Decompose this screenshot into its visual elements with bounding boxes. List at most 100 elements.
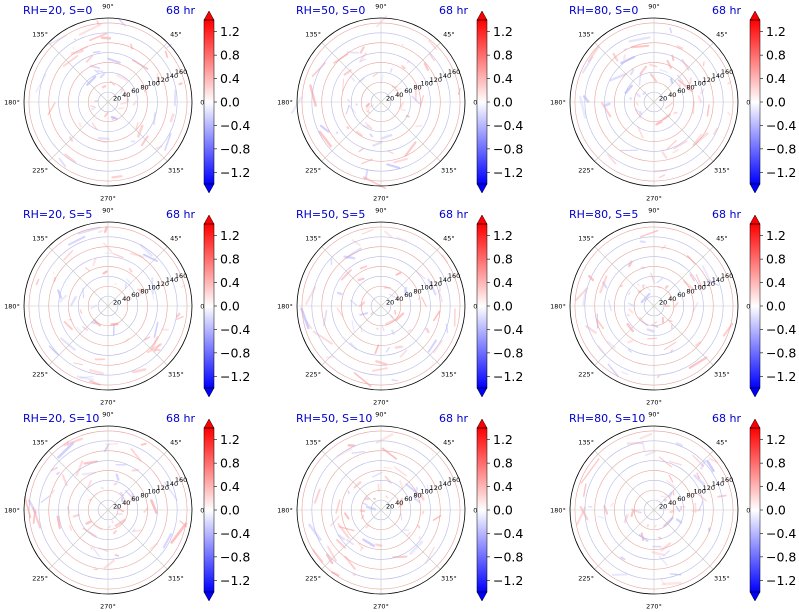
time-label: 68 hr xyxy=(166,412,195,425)
radial-tick-label: 100 xyxy=(693,284,705,292)
panel-title: RH=80, S=5 xyxy=(569,208,638,221)
angular-gridline xyxy=(107,509,168,570)
colorbar-extend-min xyxy=(749,591,761,602)
colorbar-tick-label: 0.8 xyxy=(220,252,240,267)
radial-tick-label: 20 xyxy=(113,95,121,103)
colorbar-tick-label: −0.4 xyxy=(766,526,796,541)
angular-gridline xyxy=(594,101,655,162)
colorbar-extend-max xyxy=(476,214,488,225)
angle-tick-label: 270° xyxy=(373,603,389,611)
colorbar-tick-label: 1.2 xyxy=(220,432,240,447)
colorbar-tick-label: −0.8 xyxy=(493,549,523,564)
radial-tick-label: 140 xyxy=(439,480,451,488)
angle-tick-label: 270° xyxy=(646,195,662,203)
angle-tick-label: 135° xyxy=(305,31,321,39)
colorbar-tick-label: 0.0 xyxy=(220,503,240,518)
colorbar-tick-label: −1.2 xyxy=(766,369,796,384)
time-label: 68 hr xyxy=(439,412,468,425)
colorbar-tick-label: −0.8 xyxy=(493,141,523,156)
angular-gridline xyxy=(653,509,714,570)
radial-tick-label: 100 xyxy=(420,488,432,496)
angular-gridline xyxy=(653,305,714,366)
radial-tick-label: 60 xyxy=(404,495,412,503)
angular-gridline xyxy=(380,509,441,570)
radial-tick-label: 80 xyxy=(140,83,148,91)
colorbar: 1.2 0.8 0.4 0.0 −0.4 −0.8 −1.2 xyxy=(476,214,523,398)
angle-tick-label: 225° xyxy=(32,166,48,174)
polar-frame xyxy=(569,221,739,391)
polar-panel: 90°135°180°225°270°315°0°45°204060801001… xyxy=(550,3,754,203)
colorbar-tick-label: 0.8 xyxy=(493,252,513,267)
colorbar-extend-min xyxy=(203,183,215,194)
colorbar-extend-min xyxy=(476,591,488,602)
radial-tick-label: 140 xyxy=(712,276,724,284)
colorbar-tick-label: −0.4 xyxy=(766,322,796,337)
colorbar-tick-label: −1.2 xyxy=(493,165,523,180)
colorbar-extend-max xyxy=(203,418,215,429)
angle-tick-label: 135° xyxy=(578,235,594,243)
angle-tick-label: 315° xyxy=(441,166,457,174)
colorbar-body xyxy=(477,428,487,592)
colorbar-tick-label: 0.0 xyxy=(493,299,513,314)
colorbar-tick-label: 0.0 xyxy=(220,95,240,110)
radial-tick-label: 20 xyxy=(386,95,394,103)
angular-gridline xyxy=(48,450,109,511)
polar-frame xyxy=(569,425,739,595)
colorbar-tick-label: 1.2 xyxy=(493,432,513,447)
radial-tick-label: 60 xyxy=(131,495,139,503)
angle-tick-label: 225° xyxy=(578,166,594,174)
angular-gridline xyxy=(380,101,441,162)
angular-gridline xyxy=(380,450,441,511)
angle-tick-label: 45° xyxy=(443,235,455,243)
angle-tick-label: 270° xyxy=(100,195,116,203)
colorbar-tick-label: 1.2 xyxy=(493,228,513,243)
colorbar-body xyxy=(204,224,214,388)
radial-tick-label: 60 xyxy=(404,87,412,95)
angle-tick-label: 180° xyxy=(550,99,566,107)
angular-gridline xyxy=(321,450,382,511)
radial-tick-label: 80 xyxy=(413,491,421,499)
angular-gridline xyxy=(594,42,655,103)
angle-tick-label: 225° xyxy=(578,574,594,582)
radial-tick-label: 160 xyxy=(721,68,733,76)
angular-gridline xyxy=(48,101,109,162)
radial-tick-label: 140 xyxy=(166,276,178,284)
radial-tick-label: 60 xyxy=(677,495,685,503)
polar-frame xyxy=(569,17,739,187)
colorbar-tick-label: −0.4 xyxy=(220,322,250,337)
radial-tick-label: 20 xyxy=(113,503,121,511)
time-label: 68 hr xyxy=(439,208,468,221)
colorbar-tick-label: 0.0 xyxy=(220,299,240,314)
angle-tick-label: 180° xyxy=(277,99,293,107)
angle-tick-label: 180° xyxy=(4,507,20,515)
radial-tick-label: 100 xyxy=(420,80,432,88)
colorbar-tick-label: 1.2 xyxy=(220,24,240,39)
angle-tick-label: 315° xyxy=(441,370,457,378)
angle-tick-label: 270° xyxy=(373,195,389,203)
colorbar-tick-label: −1.2 xyxy=(766,165,796,180)
angle-tick-label: 270° xyxy=(373,399,389,407)
colorbar-extend-max xyxy=(749,418,761,429)
panel-title: RH=80, S=0 xyxy=(569,4,638,17)
angular-gridline xyxy=(321,101,382,162)
colorbar: 1.2 0.8 0.4 0.0 −0.4 −0.8 −1.2 xyxy=(203,418,250,602)
angle-tick-label: 315° xyxy=(168,574,184,582)
time-label: 68 hr xyxy=(166,4,195,17)
colorbar: 1.2 0.8 0.4 0.0 −0.4 −0.8 −1.2 xyxy=(203,10,250,194)
polar-frame xyxy=(296,17,466,187)
angle-tick-label: 45° xyxy=(716,235,728,243)
polar-panel: 90°135°180°225°270°315°0°45°204060801001… xyxy=(277,3,481,203)
colorbar-extend-max xyxy=(749,10,761,21)
angle-tick-label: 90° xyxy=(648,411,660,419)
field-texture xyxy=(35,226,186,386)
panel-title: RH=20, S=10 xyxy=(23,412,99,425)
colorbar-tick-label: 0.8 xyxy=(766,252,786,267)
angle-tick-label: 315° xyxy=(714,370,730,378)
radial-tick-label: 160 xyxy=(175,272,187,280)
angular-gridline xyxy=(321,246,382,307)
colorbar-extend-min xyxy=(749,183,761,194)
colorbar-tick-label: 0.4 xyxy=(766,71,786,86)
radial-tick-label: 140 xyxy=(712,480,724,488)
colorbar-tick-label: −1.2 xyxy=(220,573,250,588)
radial-tick-label: 60 xyxy=(404,291,412,299)
